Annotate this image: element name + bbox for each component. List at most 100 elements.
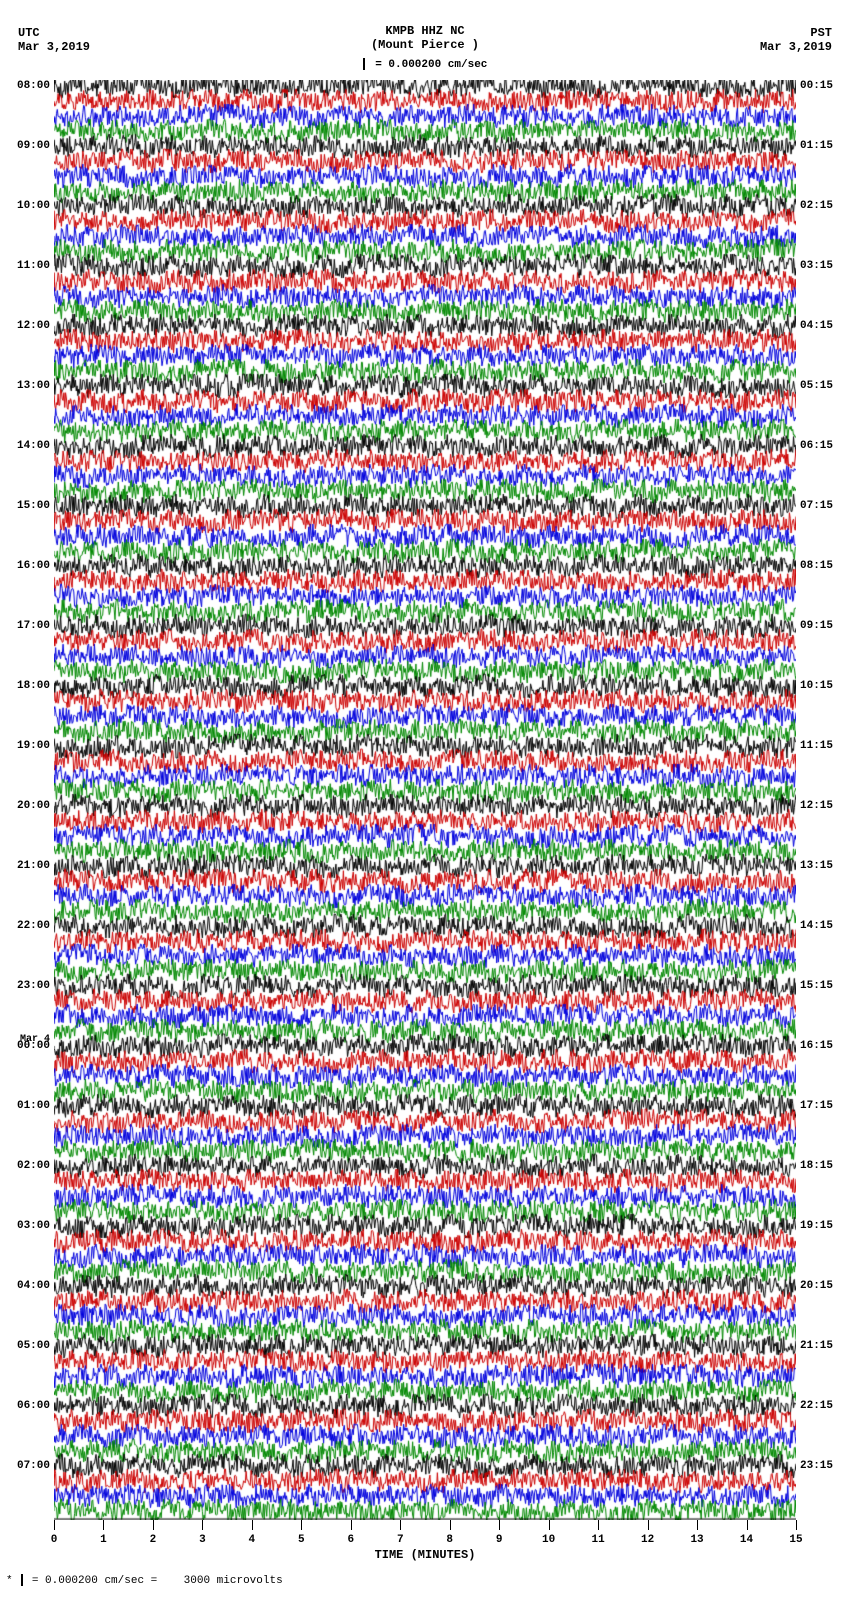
tz-right-label: PST — [810, 26, 832, 40]
pst-hour-label: 14:15 — [800, 921, 833, 932]
x-tick-label: 8 — [446, 1534, 453, 1546]
x-tick-label: 2 — [150, 1534, 157, 1546]
x-tick-label: 13 — [690, 1534, 703, 1546]
x-tick-mark — [796, 1520, 797, 1530]
station-line-1: KMPB HHZ NC — [0, 24, 850, 38]
utc-hour-label: 13:00 — [17, 381, 50, 392]
scale-bar-icon — [363, 58, 365, 70]
utc-hour-label: 17:00 — [17, 621, 50, 632]
date-right-label: Mar 3,2019 — [760, 40, 832, 54]
utc-hour-label: 19:00 — [17, 741, 50, 752]
pst-hour-label: 01:15 — [800, 141, 833, 152]
x-tick-mark — [549, 1520, 550, 1530]
x-tick-mark — [747, 1520, 748, 1530]
pst-hour-label: 07:15 — [800, 501, 833, 512]
x-tick-label: 12 — [641, 1534, 654, 1546]
utc-hour-label: 08:00 — [17, 81, 50, 92]
utc-hour-label: 10:00 — [17, 201, 50, 212]
utc-hour-label: 11:00 — [17, 261, 50, 272]
utc-hour-label: 15:00 — [17, 501, 50, 512]
x-tick-mark — [697, 1520, 698, 1530]
utc-hour-label: 20:00 — [17, 801, 50, 812]
pst-hour-label: 20:15 — [800, 1281, 833, 1292]
x-tick-mark — [450, 1520, 451, 1530]
utc-hour-label: 01:00 — [17, 1101, 50, 1112]
footer-scale: * = 0.000200 cm/sec = 3000 microvolts — [6, 1574, 850, 1587]
utc-hour-label: 04:00 — [17, 1281, 50, 1292]
helicorder-canvas — [54, 80, 796, 1520]
utc-hour-label: 22:00 — [17, 921, 50, 932]
utc-hour-label: 02:00 — [17, 1161, 50, 1172]
pst-hour-label: 21:15 — [800, 1341, 833, 1352]
pst-hour-label: 15:15 — [800, 981, 833, 992]
footer-text-suffix: 3000 microvolts — [184, 1575, 283, 1587]
x-tick-label: 3 — [199, 1534, 206, 1546]
pst-hour-label: 16:15 — [800, 1041, 833, 1052]
x-tick-mark — [400, 1520, 401, 1530]
helicorder-page: UTC Mar 3,2019 KMPB HHZ NC (Mount Pierce… — [0, 0, 850, 1587]
pst-hour-label: 02:15 — [800, 201, 833, 212]
utc-hour-label: 07:00 — [17, 1461, 50, 1472]
pst-time-labels: 00:15 01:15 02:15 03:15 04:15 05:15 06:15 07:15… — [800, 80, 846, 1520]
x-tick-label: 0 — [51, 1534, 58, 1546]
pst-hour-label: 11:15 — [800, 741, 833, 752]
x-axis: TIME (MINUTES) 0123456789101112131415 — [54, 1520, 796, 1560]
station-line-2: (Mount Pierce ) — [0, 38, 850, 52]
pst-hour-label: 10:15 — [800, 681, 833, 692]
utc-hour-label: 14:00 — [17, 441, 50, 452]
scale-text: = 0.000200 cm/sec — [375, 59, 487, 71]
pst-hour-label: 13:15 — [800, 861, 833, 872]
x-tick-label: 10 — [542, 1534, 555, 1546]
x-tick-label: 6 — [347, 1534, 354, 1546]
day-marker-label: Mar 4 — [20, 1034, 50, 1045]
pst-hour-label: 17:15 — [800, 1101, 833, 1112]
scale-label: = 0.000200 cm/sec — [0, 58, 850, 71]
footer-bar-icon — [21, 1574, 23, 1586]
x-tick-label: 4 — [249, 1534, 256, 1546]
pst-hour-label: 05:15 — [800, 381, 833, 392]
utc-hour-label: 23:00 — [17, 981, 50, 992]
x-tick-label: 5 — [298, 1534, 305, 1546]
utc-hour-label: 09:00 — [17, 141, 50, 152]
pst-hour-label: 19:15 — [800, 1221, 833, 1232]
pst-hour-label: 03:15 — [800, 261, 833, 272]
x-tick-label: 11 — [592, 1534, 605, 1546]
pst-hour-label: 04:15 — [800, 321, 833, 332]
pst-hour-label: 23:15 — [800, 1461, 833, 1472]
x-tick-mark — [54, 1520, 55, 1530]
x-tick-mark — [153, 1520, 154, 1530]
x-tick-label: 14 — [740, 1534, 753, 1546]
x-tick-mark — [301, 1520, 302, 1530]
x-tick-label: 7 — [397, 1534, 404, 1546]
x-tick-mark — [648, 1520, 649, 1530]
x-tick-label: 15 — [789, 1534, 802, 1546]
pst-hour-label: 09:15 — [800, 621, 833, 632]
pst-hour-label: 18:15 — [800, 1161, 833, 1172]
header: UTC Mar 3,2019 KMPB HHZ NC (Mount Pierce… — [0, 0, 850, 60]
pst-hour-label: 12:15 — [800, 801, 833, 812]
utc-hour-label: 05:00 — [17, 1341, 50, 1352]
utc-hour-label: 18:00 — [17, 681, 50, 692]
x-tick-label: 9 — [496, 1534, 503, 1546]
x-tick-mark — [351, 1520, 352, 1530]
x-tick-mark — [103, 1520, 104, 1530]
plot-area: 08:0009:0010:0011:0012:0013:0014:0015:00… — [54, 80, 796, 1520]
utc-time-labels: 08:00 09:00 10:00 11:00 12:00 13:00 14:00 15:00… — [4, 80, 50, 1520]
x-tick-mark — [598, 1520, 599, 1530]
x-tick-mark — [499, 1520, 500, 1530]
utc-hour-label: 03:00 — [17, 1221, 50, 1232]
pst-hour-label: 00:15 — [800, 81, 833, 92]
footer-star: * — [6, 1575, 13, 1587]
pst-hour-label: 22:15 — [800, 1401, 833, 1412]
utc-hour-label: 16:00 — [17, 561, 50, 572]
utc-hour-label: 21:00 — [17, 861, 50, 872]
x-tick-mark — [252, 1520, 253, 1530]
footer-text-prefix: = 0.000200 cm/sec = — [32, 1575, 157, 1587]
pst-hour-label: 08:15 — [800, 561, 833, 572]
pst-hour-label: 06:15 — [800, 441, 833, 452]
utc-hour-label: 06:00 — [17, 1401, 50, 1412]
utc-hour-label: 12:00 — [17, 321, 50, 332]
x-tick-label: 1 — [100, 1534, 107, 1546]
x-axis-label: TIME (MINUTES) — [54, 1548, 796, 1562]
x-tick-mark — [202, 1520, 203, 1530]
